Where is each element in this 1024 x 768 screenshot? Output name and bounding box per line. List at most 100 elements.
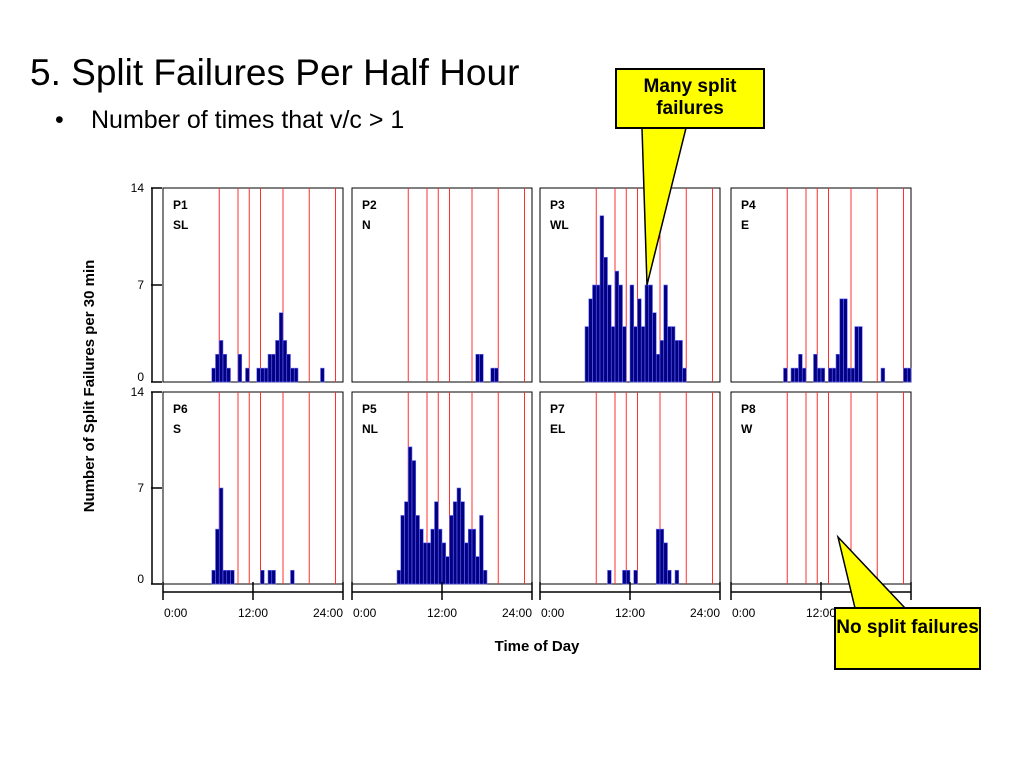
callout-pointer-many	[641, 127, 687, 286]
panel-frame	[162, 391, 344, 585]
bar	[415, 515, 420, 585]
bar	[633, 326, 638, 383]
panel-label-direction: EL	[550, 422, 565, 436]
bar	[674, 340, 680, 383]
bar	[400, 515, 405, 585]
bar	[880, 367, 886, 383]
bar	[659, 528, 665, 585]
panel-label-direction: W	[741, 422, 753, 436]
bar	[396, 569, 402, 585]
panel-frame	[730, 391, 912, 585]
bar	[434, 501, 439, 585]
bar	[215, 528, 220, 585]
x-tick-label: 12:00	[806, 606, 836, 620]
panel-label-direction: NL	[362, 422, 378, 436]
bar	[655, 353, 661, 383]
panel-label-direction: S	[173, 422, 181, 436]
x-tick-label: 12:00	[615, 606, 645, 620]
bar	[320, 367, 325, 383]
bar	[267, 569, 273, 585]
bar	[260, 367, 265, 383]
bar	[237, 353, 243, 383]
bar	[637, 298, 642, 383]
y-tick-label: 7	[137, 481, 144, 495]
bar	[622, 569, 627, 585]
bar	[475, 353, 480, 383]
bar	[614, 270, 620, 383]
y-axis-title: Number of Split Failures per 30 min	[81, 260, 98, 513]
panel-p5	[351, 391, 533, 585]
bar	[622, 326, 627, 383]
bar	[854, 326, 859, 383]
bar	[674, 569, 680, 585]
bar	[475, 556, 480, 585]
x-axis-title: Time of Day	[495, 638, 580, 655]
bar	[584, 326, 590, 383]
panel-p3	[539, 187, 721, 383]
bar	[813, 353, 818, 383]
bar	[850, 367, 856, 383]
bar	[290, 569, 295, 585]
bar	[222, 353, 228, 383]
bar	[607, 569, 612, 585]
bar	[906, 367, 912, 383]
panel-label-direction: N	[362, 218, 371, 232]
panel-p2	[351, 187, 533, 383]
bar	[494, 367, 499, 383]
bar	[286, 353, 291, 383]
y-tick-label: 14	[131, 385, 145, 399]
bar	[211, 367, 216, 383]
x-tick-label: 12:00	[238, 606, 268, 620]
panel-frame	[162, 187, 344, 383]
bar	[625, 569, 631, 585]
bar	[479, 353, 484, 383]
bar	[595, 284, 601, 383]
bar	[467, 528, 473, 585]
bar	[218, 487, 224, 585]
bar	[245, 367, 250, 383]
bar	[464, 542, 469, 585]
panel-label-name: P7	[550, 402, 565, 416]
bar	[445, 556, 450, 585]
panel-label-name: P5	[362, 402, 377, 416]
x-tick-label: 0:00	[164, 606, 188, 620]
bar	[278, 312, 284, 383]
bullet-dot: •	[55, 106, 64, 134]
bar	[437, 528, 443, 585]
bar	[670, 326, 676, 383]
bar	[263, 367, 269, 383]
bar	[839, 298, 844, 383]
bar	[407, 446, 413, 585]
bar	[218, 340, 224, 383]
bar	[678, 340, 683, 383]
bar	[820, 367, 826, 383]
bar	[226, 367, 231, 383]
bar	[271, 353, 276, 383]
x-tick-label: 24:00	[690, 606, 720, 620]
bar	[419, 528, 424, 585]
panel-frame	[351, 187, 533, 383]
panel-label-name: P6	[173, 402, 188, 416]
x-tick-label: 0:00	[541, 606, 565, 620]
bar	[648, 284, 653, 383]
bar	[599, 215, 605, 383]
panel-frame	[730, 187, 912, 383]
bar	[290, 367, 295, 383]
bar	[633, 569, 638, 585]
bar	[452, 501, 458, 585]
bar	[404, 501, 409, 585]
callout-pointer-none	[836, 534, 907, 609]
panel-p8	[730, 391, 912, 585]
bar	[640, 326, 646, 383]
panel-label-direction: E	[741, 218, 749, 232]
bar	[267, 353, 273, 383]
panel-label-direction: WL	[550, 218, 569, 232]
bar	[663, 542, 668, 585]
panel-p6	[162, 391, 344, 585]
bar	[828, 367, 833, 383]
bar	[858, 326, 863, 383]
bar	[682, 367, 687, 383]
x-tick-label: 24:00	[313, 606, 343, 620]
bar	[607, 284, 612, 383]
bar	[652, 312, 657, 383]
